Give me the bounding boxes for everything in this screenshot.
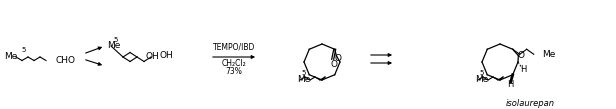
Text: Me: Me (297, 76, 310, 84)
Text: TEMPO/IBD: TEMPO/IBD (213, 43, 256, 51)
Text: Me: Me (107, 42, 120, 50)
Text: isolaurepan: isolaurepan (506, 99, 554, 107)
Text: CH₂Cl₂: CH₂Cl₂ (222, 60, 246, 68)
Text: H: H (520, 66, 526, 74)
Text: H: H (508, 80, 514, 89)
Text: 5: 5 (302, 70, 306, 76)
Text: 5: 5 (114, 37, 118, 43)
Text: Me: Me (541, 50, 555, 59)
Text: Me: Me (4, 53, 17, 61)
Text: 5: 5 (480, 70, 484, 76)
Text: O: O (518, 51, 525, 60)
Text: OH: OH (145, 53, 159, 61)
Text: 73%: 73% (225, 66, 243, 76)
Text: O: O (330, 60, 337, 69)
Text: O: O (335, 54, 342, 63)
Text: CHO: CHO (56, 56, 76, 65)
Text: 5: 5 (22, 48, 26, 54)
Text: OH: OH (159, 51, 172, 60)
Text: Me: Me (475, 76, 488, 84)
